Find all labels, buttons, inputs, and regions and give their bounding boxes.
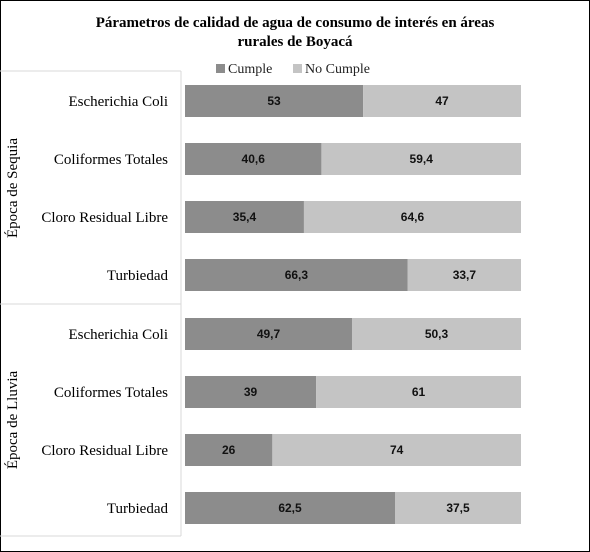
category-label-g1-r0-escherichia-coli: Escherichia Coli [68, 327, 168, 343]
bar-no-cumple-g1-r1-coliformes-totales [316, 376, 521, 408]
bar-cumple-g1-r1-coliformes-totales [185, 376, 317, 408]
bar-no-cumple-g1-r0-escherichia-coli [351, 318, 521, 350]
data-label-no-cumple-g1-r3-turbiedad: 37,5 [446, 501, 470, 515]
category-label-g0-r3-turbiedad: Turbiedad [107, 268, 169, 284]
category-label-g0-r1-coliformes-totales: Coliformes Totales [54, 152, 168, 168]
category-label-g1-r2-cloro-residual-libre: Cloro Residual Libre [41, 443, 168, 459]
category-label-g0-r2-cloro-residual-libre: Cloro Residual Libre [41, 210, 168, 226]
data-label-cumple-g0-r0-escherichia-coli: 53 [267, 94, 281, 108]
bar-cumple-g1-r2-cloro-residual-libre [185, 434, 273, 466]
group-label-sequia: Época de Sequia [4, 138, 21, 238]
data-label-no-cumple-g0-r2-cloro-residual-libre: 64,6 [401, 210, 425, 224]
group-dividers [0, 70, 182, 537]
chart-title-line1: Párametros de calidad de agua de consumo… [96, 15, 495, 31]
data-label-no-cumple-g1-r1-coliformes-totales: 61 [412, 385, 426, 399]
bar-no-cumple-g1-r3-turbiedad [395, 492, 521, 524]
bar-no-cumple-g0-r1-coliformes-totales [321, 143, 521, 175]
category-label-g1-r1-coliformes-totales: Coliformes Totales [54, 385, 168, 401]
data-label-no-cumple-g0-r1-coliformes-totales: 59,4 [410, 152, 434, 166]
legend: Cumple No Cumple [216, 62, 370, 77]
bar-cumple-g0-r0-escherichia-coli [185, 85, 364, 117]
chart-title-line2: rurales de Boyacá [238, 34, 353, 50]
data-label-cumple-g0-r3-turbiedad: 66,3 [285, 268, 309, 282]
data-label-no-cumple-g0-r0-escherichia-coli: 47 [435, 94, 449, 108]
bar-cumple-g0-r1-coliformes-totales [185, 143, 322, 175]
legend-label-cumple: Cumple [228, 62, 272, 77]
bar-no-cumple-g0-r2-cloro-residual-libre [303, 201, 521, 233]
data-label-cumple-g0-r2-cloro-residual-libre: 35,4 [233, 210, 257, 224]
legend-swatch-no-cumple [293, 64, 302, 73]
bar-cumple-g1-r3-turbiedad [185, 492, 395, 524]
bars-layer: Escherichia Coli 53 47 Coliformes Totales 40… [41, 85, 521, 524]
group-label-lluvia: Época de Lluvia [4, 371, 21, 470]
bar-no-cumple-g0-r0-escherichia-coli [363, 85, 521, 117]
data-label-no-cumple-g0-r3-turbiedad: 33,7 [453, 268, 477, 282]
legend-label-no-cumple: No Cumple [305, 62, 370, 77]
data-label-no-cumple-g1-r2-cloro-residual-libre: 74 [390, 443, 404, 457]
legend-swatch-cumple [216, 64, 225, 73]
bar-cumple-g1-r0-escherichia-coli [185, 318, 352, 350]
data-label-cumple-g0-r1-coliformes-totales: 40,6 [242, 152, 266, 166]
bar-cumple-g0-r3-turbiedad [185, 259, 408, 291]
data-label-cumple-g1-r0-escherichia-coli: 49,7 [257, 327, 281, 341]
data-label-cumple-g1-r3-turbiedad: 62,5 [278, 501, 302, 515]
bar-cumple-g0-r2-cloro-residual-libre [185, 201, 304, 233]
bar-no-cumple-g0-r3-turbiedad [407, 259, 521, 291]
bar-no-cumple-g1-r2-cloro-residual-libre [272, 434, 521, 466]
data-label-cumple-g1-r1-coliformes-totales: 39 [244, 385, 258, 399]
category-label-g1-r3-turbiedad: Turbiedad [107, 501, 169, 517]
data-label-no-cumple-g1-r0-escherichia-coli: 50,3 [425, 327, 449, 341]
data-label-cumple-g1-r2-cloro-residual-libre: 26 [222, 443, 236, 457]
category-label-g0-r0-escherichia-coli: Escherichia Coli [68, 94, 168, 110]
